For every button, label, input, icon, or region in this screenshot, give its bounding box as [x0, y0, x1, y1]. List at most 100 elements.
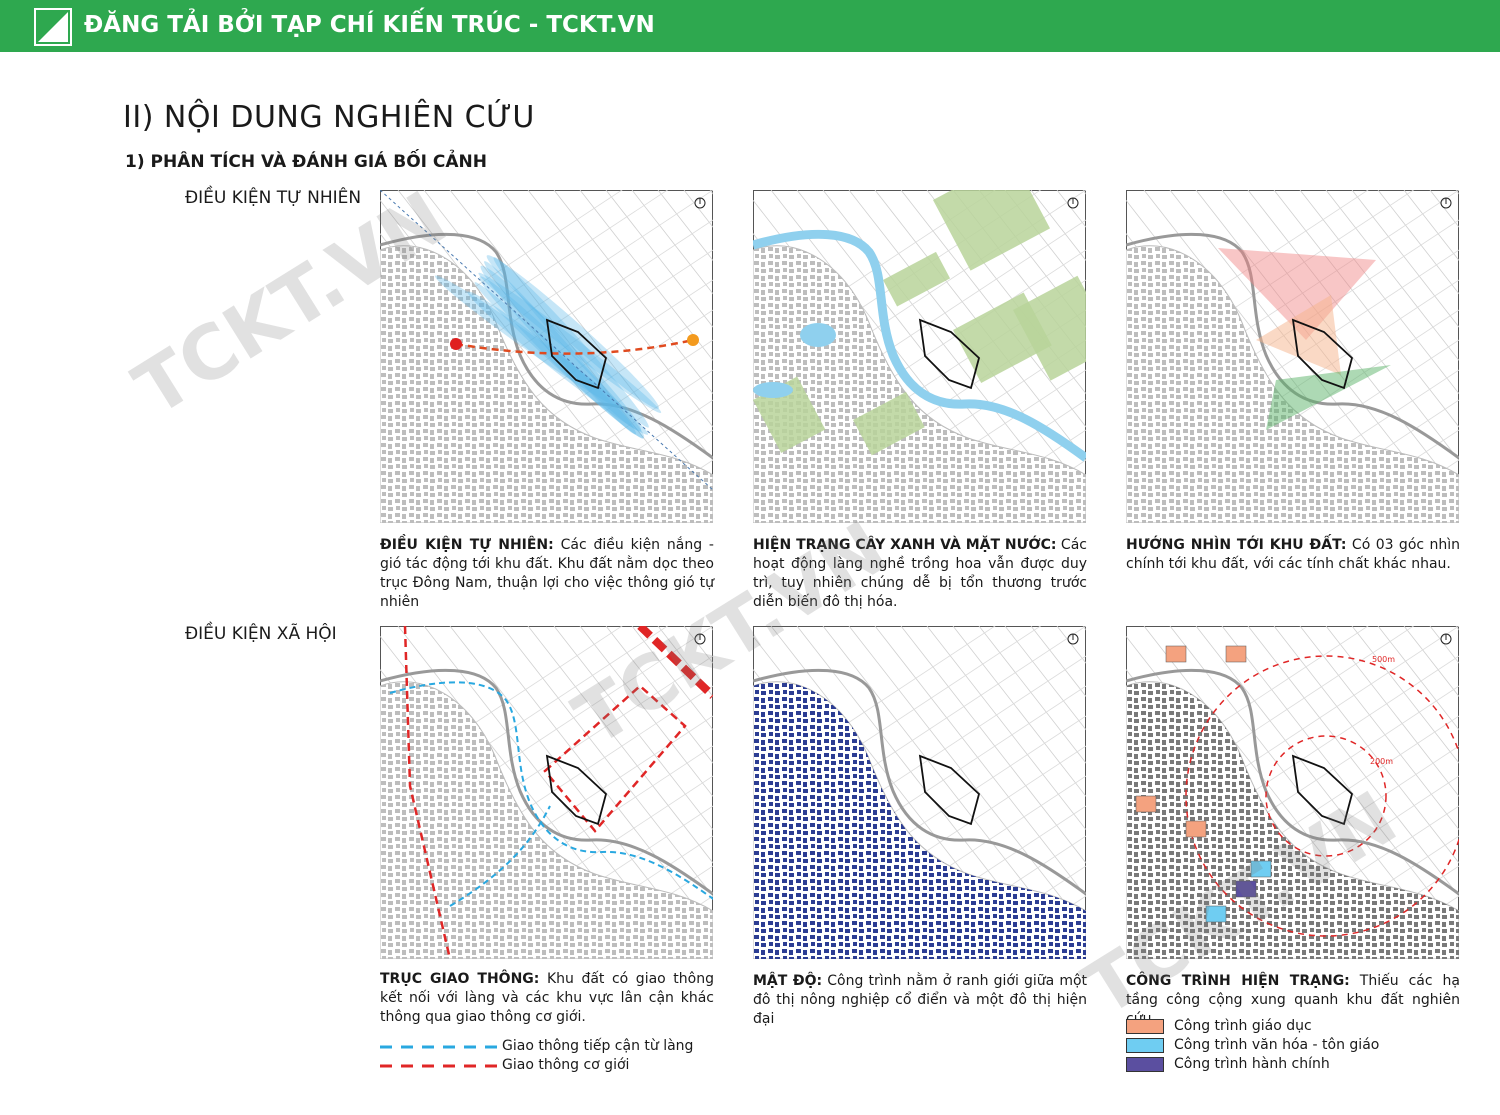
- legend-label: Công trình giáo dục: [1174, 1018, 1312, 1034]
- wind-lobe: [478, 272, 662, 414]
- pond: [753, 382, 793, 398]
- parcel-line: [1185, 626, 1369, 747]
- map: [753, 190, 1086, 523]
- parcel-line: [1325, 626, 1459, 797]
- caption: MẬT ĐỘ: Công trình nằm ở ranh giới giữa …: [753, 972, 1087, 1029]
- legend-label: Giao thông cơ giới: [502, 1057, 630, 1073]
- legend-swatch: [1126, 1057, 1164, 1072]
- legend-swatch: [380, 1045, 500, 1048]
- caption: HƯỚNG NHÌN TỚI KHU ĐẤT: Có 03 góc nhìn c…: [1126, 536, 1460, 574]
- village-buildings: [1126, 245, 1459, 523]
- caption-heading: TRỤC GIAO THÔNG:: [380, 971, 540, 987]
- parcel-line: [501, 190, 713, 461]
- sun-path: [455, 338, 694, 355]
- header-title: ĐĂNG TẢI BỞI TẠP CHÍ KIẾN TRÚC - TCKT.VN: [84, 12, 655, 38]
- village-buildings: [753, 681, 1086, 959]
- legend-item: Công trình hành chính: [1126, 1055, 1379, 1074]
- parcel-line: [527, 190, 713, 428]
- map-label: 500m: [1372, 655, 1395, 664]
- parcel-line: [1004, 190, 1086, 295]
- legend-item: Công trình giáo dục: [1126, 1017, 1379, 1036]
- parcel-line: [1351, 190, 1459, 328]
- traffic-legend: Giao thông tiếp cận từ làng Giao thông c…: [380, 1037, 693, 1075]
- wind-lobe: [434, 275, 623, 409]
- axis-line: [380, 190, 713, 491]
- parcel-line: [1403, 190, 1459, 262]
- caption-heading: CÔNG TRÌNH HIỆN TRẠNG:: [1126, 973, 1350, 989]
- section-label: ĐIỀU KIỆN TỰ NHIÊN: [185, 188, 362, 208]
- caption: ĐIỀU KIỆN TỰ NHIÊN: Các điều kiện nắng -…: [380, 536, 714, 612]
- parcel-line: [1351, 626, 1459, 764]
- river: [380, 232, 713, 460]
- sun-point: [450, 338, 462, 350]
- parcel-line: [553, 190, 713, 395]
- river: [753, 668, 1086, 896]
- caption: TRỤC GIAO THÔNG: Khu đất có giao thông k…: [380, 970, 714, 1027]
- map: 500m 200m: [1126, 626, 1459, 959]
- sun-point: [687, 334, 699, 346]
- parcel-line: [579, 626, 713, 797]
- parcel-line: [900, 626, 1086, 864]
- parcel-line: [631, 626, 713, 731]
- parcel-line: [1030, 190, 1086, 262]
- legend-item: Giao thông cơ giới: [380, 1056, 693, 1075]
- wind-lobe: [493, 257, 649, 428]
- parcel-line: [978, 626, 1086, 764]
- parcel-line: [553, 626, 713, 831]
- river: [753, 229, 1086, 462]
- parcel-line: [1403, 626, 1459, 698]
- green-field: [852, 391, 925, 456]
- legend-label: Giao thông tiếp cận từ làng: [502, 1038, 694, 1054]
- map-label: 200m: [1370, 757, 1393, 766]
- caption-heading: HƯỚNG NHÌN TỚI KHU ĐẤT:: [1126, 537, 1347, 553]
- green-field: [933, 190, 1051, 271]
- building: [1235, 880, 1257, 898]
- building: [1165, 645, 1187, 663]
- parcel-line: [1299, 190, 1459, 395]
- parcel-line: [874, 626, 1086, 897]
- caption: HIỆN TRẠNG CÂY XANH VÀ MẶT NƯỚC: Các hoạ…: [753, 536, 1087, 612]
- page-title: II) NỘI DUNG NGHIÊN CỨU: [123, 100, 535, 135]
- caption-text: Khu đất có giao thông kết nối với làng v…: [380, 971, 714, 1025]
- caption-text: Có 03 góc nhìn chính tới khu đất, với cá…: [1126, 537, 1461, 572]
- site-outline: [1291, 318, 1354, 390]
- parcel-line: [439, 190, 623, 311]
- river: [1126, 668, 1459, 896]
- map: [1126, 190, 1459, 523]
- parcel-line: [1004, 626, 1086, 731]
- view-cone: [1218, 248, 1376, 340]
- caption-heading: ĐIỀU KIỆN TỰ NHIÊN:: [380, 537, 554, 553]
- river: [380, 668, 713, 896]
- wind-lobe: [479, 276, 645, 439]
- parcel-line: [926, 626, 1086, 831]
- caption-text: Các điều kiện nắng - gió tác động tới kh…: [380, 537, 714, 610]
- parcel-line: [1247, 190, 1459, 461]
- parcel-line: [631, 190, 713, 295]
- wind-lobe: [480, 265, 642, 432]
- building: [1205, 905, 1227, 923]
- site-outline: [918, 318, 981, 390]
- parcel-line: [900, 190, 1086, 428]
- parcel-line: [439, 626, 623, 747]
- parcel-line: [657, 190, 713, 262]
- site-outline: [545, 318, 608, 390]
- green-field: [1012, 275, 1086, 381]
- caption-heading: HIỆN TRẠNG CÂY XANH VÀ MẶT NƯỚC:: [753, 537, 1057, 553]
- parcel-line: [579, 190, 713, 361]
- wind-lobe: [474, 282, 644, 439]
- parcel-line: [1377, 626, 1459, 731]
- map: [753, 626, 1086, 959]
- legend-swatch: [1126, 1019, 1164, 1034]
- parcel-line: [1273, 626, 1459, 864]
- wind-lobe: [486, 255, 659, 409]
- building: [1250, 860, 1272, 878]
- motor-road: [543, 684, 687, 833]
- legend-swatch: [1126, 1038, 1164, 1053]
- parcel-line: [1185, 190, 1369, 311]
- radius-ring: [1265, 735, 1387, 857]
- parcel-line: [978, 190, 1086, 328]
- parcel-line: [1377, 190, 1459, 295]
- legend-item: Công trình văn hóa - tôn giáo: [1126, 1036, 1379, 1055]
